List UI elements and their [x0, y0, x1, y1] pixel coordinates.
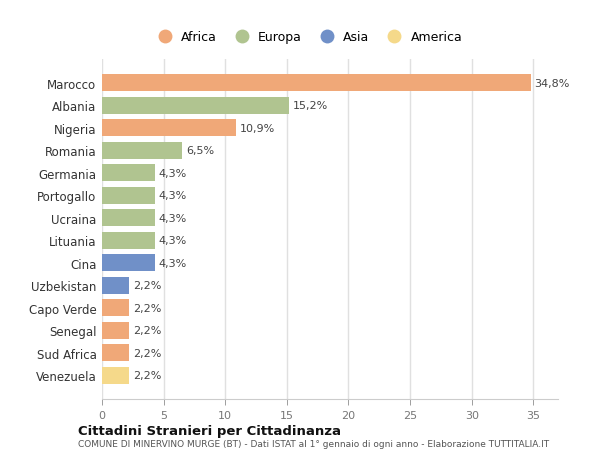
- Text: 2,2%: 2,2%: [133, 348, 161, 358]
- Text: 4,3%: 4,3%: [158, 236, 187, 246]
- Bar: [102, 277, 129, 294]
- Text: 4,3%: 4,3%: [158, 258, 187, 268]
- Bar: [102, 322, 129, 339]
- Bar: [102, 120, 236, 137]
- Text: 2,2%: 2,2%: [133, 280, 161, 291]
- Bar: [102, 255, 155, 272]
- Text: 4,3%: 4,3%: [158, 168, 187, 179]
- Text: 4,3%: 4,3%: [158, 213, 187, 223]
- Text: 34,8%: 34,8%: [535, 78, 570, 89]
- Bar: [102, 98, 289, 114]
- Bar: [102, 187, 155, 204]
- Bar: [102, 345, 129, 361]
- Bar: [102, 210, 155, 227]
- Bar: [102, 232, 155, 249]
- Text: COMUNE DI MINERVINO MURGE (BT) - Dati ISTAT al 1° gennaio di ogni anno - Elabora: COMUNE DI MINERVINO MURGE (BT) - Dati IS…: [78, 439, 549, 448]
- Legend: Africa, Europa, Asia, America: Africa, Europa, Asia, America: [149, 28, 465, 47]
- Bar: [102, 142, 182, 159]
- Text: 15,2%: 15,2%: [293, 101, 328, 111]
- Text: 6,5%: 6,5%: [186, 146, 214, 156]
- Bar: [102, 300, 129, 317]
- Bar: [102, 367, 129, 384]
- Text: 2,2%: 2,2%: [133, 370, 161, 381]
- Text: 4,3%: 4,3%: [158, 191, 187, 201]
- Text: 2,2%: 2,2%: [133, 303, 161, 313]
- Bar: [102, 165, 155, 182]
- Bar: [102, 75, 531, 92]
- Text: 10,9%: 10,9%: [240, 123, 275, 134]
- Text: 2,2%: 2,2%: [133, 325, 161, 336]
- Text: Cittadini Stranieri per Cittadinanza: Cittadini Stranieri per Cittadinanza: [78, 424, 341, 437]
